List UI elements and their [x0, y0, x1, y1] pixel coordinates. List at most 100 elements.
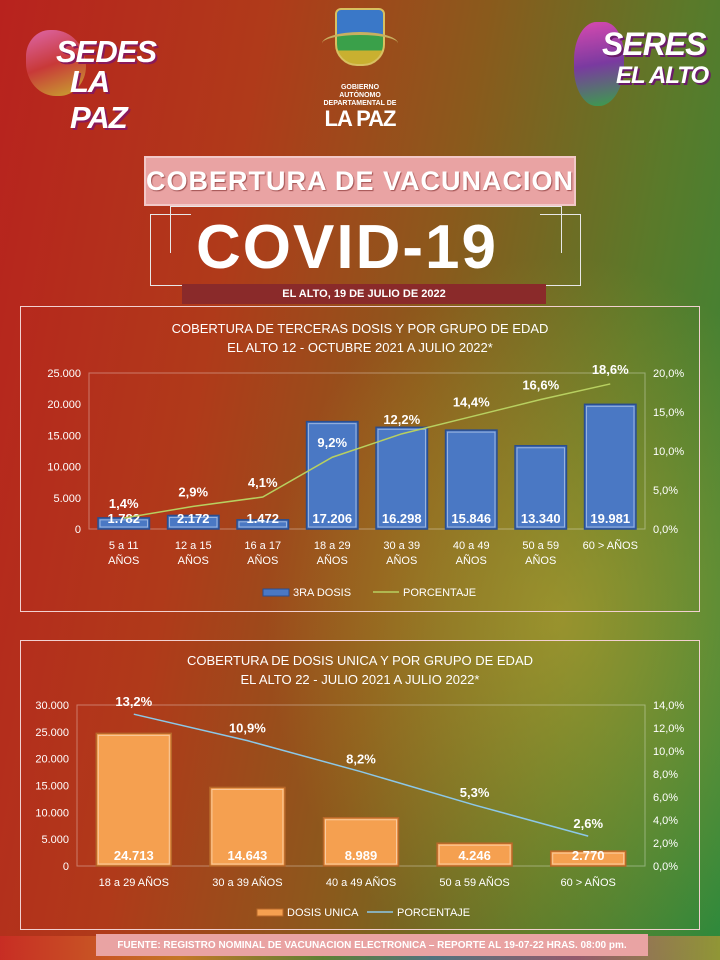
covid-19-label: COVID-19 [196, 213, 498, 282]
category-label: 18 a 29 [314, 540, 351, 552]
la-paz-map-shape [26, 30, 86, 96]
bar [209, 786, 286, 867]
y2-axis-tick-label: 8,0% [653, 769, 678, 781]
bar-highlight [325, 819, 397, 865]
bar [95, 732, 173, 867]
bar-value-label: 1.782 [107, 511, 140, 526]
bar [236, 519, 290, 530]
category-label: 50 a 59 AÑOS [439, 876, 509, 889]
y-axis-tick-label: 30.000 [35, 700, 69, 712]
date-bar: EL ALTO, 19 DE JULIO DE 2022 [182, 284, 546, 304]
bar-highlight [516, 447, 565, 528]
chart-panel-dosis-unica: COBERTURA DE DOSIS UNICA Y POR GRUPO DE … [20, 640, 700, 930]
category-label: 30 a 39 [383, 540, 420, 552]
y2-axis-tick-label: 12,0% [653, 723, 684, 735]
y2-axis-tick-label: 6,0% [653, 792, 678, 804]
category-label: 40 a 49 [453, 540, 490, 552]
category-label: 18 a 29 AÑOS [99, 876, 169, 889]
percentage-label: 1,4% [109, 496, 139, 511]
y2-axis-tick-label: 15,0% [653, 407, 684, 419]
y2-axis-tick-label: 5,0% [653, 485, 678, 497]
sedes-la-paz-logo: SEDES LA PAZ [24, 20, 164, 135]
category-label: AÑOS [456, 554, 487, 567]
bar-highlight [238, 521, 287, 528]
percentage-label: 14,4% [453, 395, 490, 410]
category-label: 5 a 11 [109, 540, 139, 552]
bar-value-label: 13.340 [521, 511, 561, 526]
category-label: AÑOS [386, 554, 417, 567]
bar-value-label: 2.770 [572, 848, 605, 863]
y2-axis-tick-label: 14,0% [653, 700, 684, 712]
percentage-label: 10,9% [229, 721, 266, 736]
bar-highlight [99, 519, 148, 528]
bar-value-label: 24.713 [114, 848, 154, 863]
bar [375, 426, 429, 530]
percentage-label: 2,9% [178, 484, 208, 499]
y2-axis-tick-label: 0,0% [653, 861, 678, 873]
seres-logo-line2: EL ALTO [616, 62, 709, 89]
source-bar: FUENTE: REGISTRO NOMINAL DE VACUNACION E… [96, 934, 648, 956]
chart2-subtitle: EL ALTO 22 - JULIO 2021 A JULIO 2022* [240, 672, 480, 687]
seres-logo-line1: SERES [602, 26, 706, 62]
bar-highlight [377, 428, 426, 528]
y-axis-tick-label: 5.000 [41, 834, 69, 846]
category-label: 60 > AÑOS [583, 539, 638, 552]
category-label: AÑOS [525, 554, 556, 567]
category-label: 60 > AÑOS [561, 876, 616, 889]
bar-highlight [308, 423, 357, 528]
chart-panel-terceras-dosis: COBERTURA DE TERCERAS DOSIS Y POR GRUPO … [20, 306, 700, 612]
crest-text-2: DEPARTAMENTAL DE [323, 100, 397, 107]
legend-bar-swatch [256, 908, 284, 917]
chart2-title: COBERTURA DE DOSIS UNICA Y POR GRUPO DE … [186, 653, 534, 668]
category-label: AÑOS [178, 554, 209, 567]
y-axis-tick-label: 20.000 [47, 399, 81, 411]
crest-wings-icon [322, 32, 398, 55]
crest-text-1: GOBIERNO AUTÓNOMO [339, 84, 381, 99]
percentage-label: 4,1% [248, 475, 278, 490]
bar-value-label: 16.298 [382, 511, 422, 526]
percentage-label: 12,2% [383, 412, 420, 427]
plot-area-border [88, 372, 646, 530]
percentage-label: 16,6% [522, 378, 559, 393]
y-axis-tick-label: 10.000 [47, 462, 81, 474]
sedes-logo-line1: SEDES [56, 34, 157, 69]
y-axis-tick-label: 0 [63, 861, 69, 873]
percentage-label: 9,2% [317, 435, 347, 450]
bar-value-label: 14.643 [228, 848, 268, 863]
percentage-label: 5,3% [460, 785, 490, 800]
y-axis-tick-label: 25.000 [47, 368, 81, 380]
legend-line-label: PORCENTAJE [397, 907, 470, 919]
category-label: 30 a 39 AÑOS [212, 876, 282, 889]
crest-text-3: LA PAZ [324, 106, 397, 131]
covid-frame [150, 206, 581, 288]
chart1-title: COBERTURA DE TERCERAS DOSIS Y POR GRUPO … [171, 321, 549, 336]
y-axis-tick-label: 10.000 [35, 807, 69, 819]
chart1-svg: 0 5.000 10.000 15.000 20.000 25.000 0,0% 5,0% 10… [47, 362, 684, 599]
bar [436, 842, 513, 867]
category-label: 40 a 49 AÑOS [326, 876, 396, 889]
el-alto-map-shape [574, 22, 624, 106]
y-axis-tick-label: 25.000 [35, 727, 69, 739]
legend-bar-label: DOSIS UNICA [287, 907, 359, 919]
bar-value-label: 17.206 [312, 511, 352, 526]
bar-highlight [447, 431, 496, 528]
y2-axis-tick-label: 10,0% [653, 746, 684, 758]
legend-bar-swatch [262, 588, 290, 597]
y-axis-tick-label: 15.000 [47, 430, 81, 442]
category-label: AÑOS [108, 554, 139, 567]
bar-value-label: 2.172 [177, 511, 210, 526]
bar [514, 445, 568, 530]
bar-value-label: 1.472 [246, 511, 279, 526]
frame-top [170, 206, 562, 253]
bar [305, 420, 359, 530]
legend-line-label: PORCENTAJE [403, 587, 476, 599]
bar-highlight [438, 844, 511, 865]
percentage-line [133, 713, 589, 837]
gobierno-la-paz-crest: GOBIERNO AUTÓNOMO DEPARTAMENTAL DE LA PA… [322, 8, 398, 142]
frame-right [540, 214, 581, 286]
bar-highlight [97, 734, 170, 865]
seres-el-alto-logo: SERES EL ALTO [574, 18, 714, 106]
bar-highlight [552, 852, 625, 865]
y2-axis-tick-label: 2,0% [653, 838, 678, 850]
bar-value-label: 19.981 [590, 511, 630, 526]
